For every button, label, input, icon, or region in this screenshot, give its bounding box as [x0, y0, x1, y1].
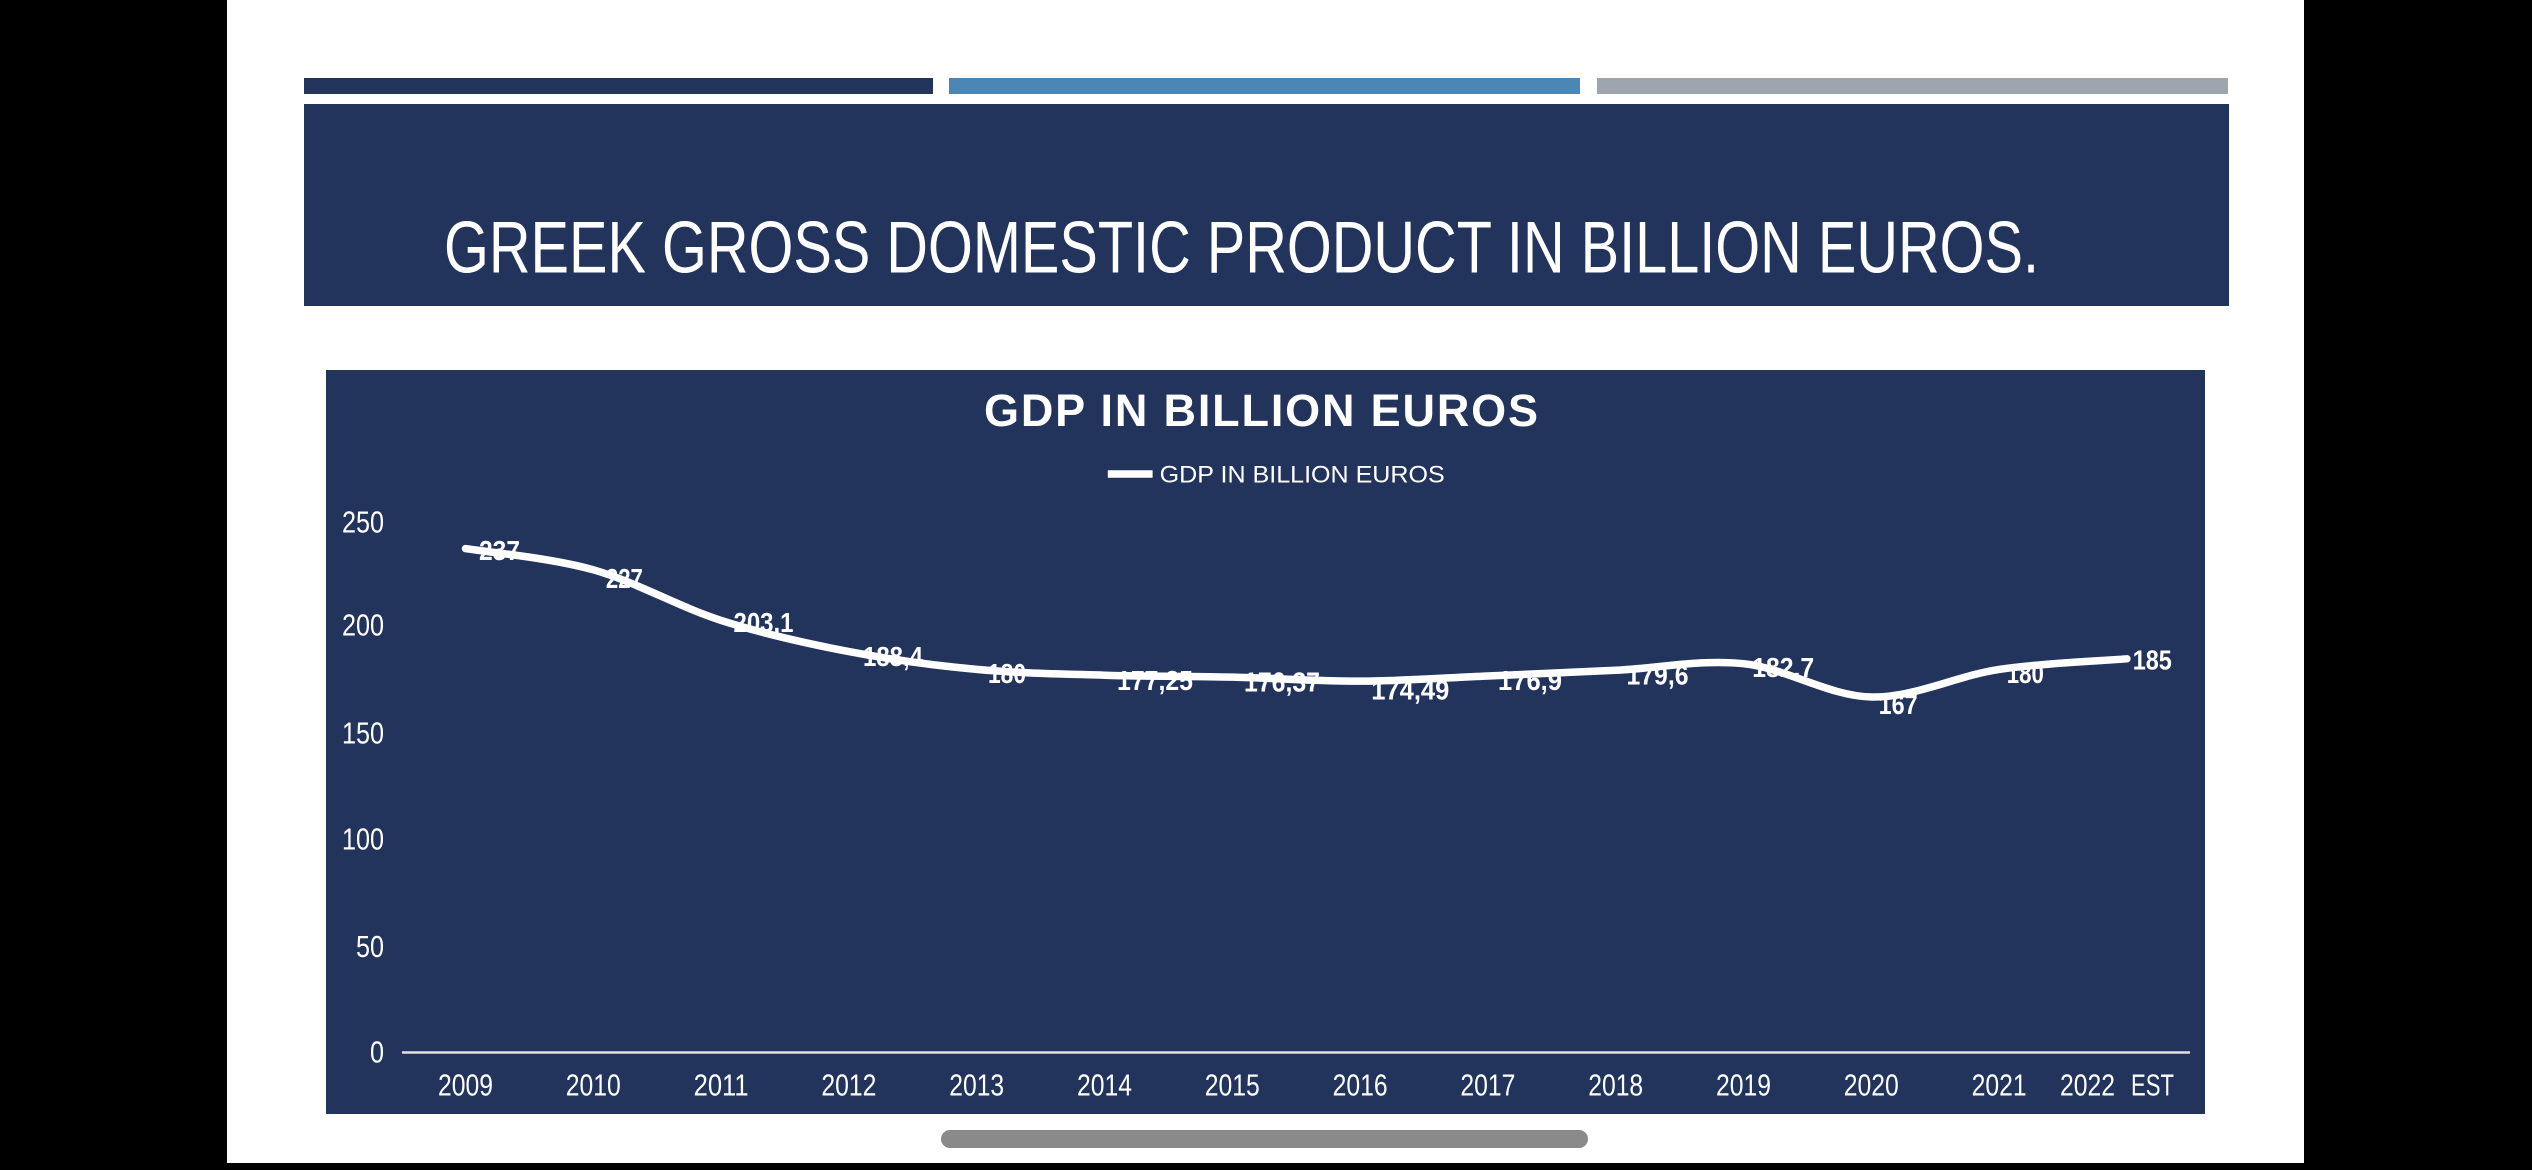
svg-text:2010: 2010 [566, 1068, 621, 1103]
svg-text:203,1: 203,1 [734, 607, 794, 638]
svg-text:180: 180 [2007, 658, 2044, 689]
svg-text:GREEK GROSS DOMESTIC PRODUCT I: GREEK GROSS DOMESTIC PRODUCT IN BILLION … [444, 208, 2039, 289]
svg-text:185: 185 [2133, 644, 2172, 675]
svg-text:188,4: 188,4 [863, 641, 923, 672]
svg-text:2009: 2009 [438, 1068, 493, 1103]
svg-text:2019: 2019 [1716, 1068, 1771, 1103]
svg-text:2021: 2021 [1972, 1068, 2027, 1103]
svg-text:2013: 2013 [949, 1068, 1004, 1103]
svg-text:176,9: 176,9 [1498, 665, 1562, 696]
svg-text:100: 100 [342, 822, 384, 857]
svg-text:150: 150 [342, 716, 384, 751]
svg-text:50: 50 [356, 929, 384, 964]
svg-text:2014: 2014 [1077, 1068, 1132, 1103]
svg-text:2016: 2016 [1333, 1068, 1388, 1103]
svg-text:177,25: 177,25 [1117, 665, 1193, 696]
svg-text:250: 250 [342, 505, 384, 540]
svg-text:2015: 2015 [1205, 1068, 1260, 1103]
svg-text:EST: EST [2131, 1068, 2174, 1103]
svg-text:2017: 2017 [1460, 1068, 1515, 1103]
svg-text:2011: 2011 [694, 1068, 749, 1103]
svg-text:2022: 2022 [2060, 1068, 2115, 1103]
svg-text:GDP IN BILLION EUROS: GDP IN BILLION EUROS [984, 385, 1538, 436]
svg-text:GDP IN BILLION EUROS: GDP IN BILLION EUROS [1160, 462, 1445, 489]
svg-text:237: 237 [479, 535, 520, 566]
svg-text:176,37: 176,37 [1244, 667, 1320, 698]
svg-text:179,6: 179,6 [1627, 659, 1689, 690]
svg-text:2018: 2018 [1588, 1068, 1643, 1103]
svg-text:2012: 2012 [821, 1068, 876, 1103]
svg-text:174,49: 174,49 [1371, 674, 1449, 705]
svg-text:182,7: 182,7 [1752, 652, 1814, 683]
svg-text:200: 200 [342, 608, 384, 643]
svg-text:167: 167 [1879, 689, 1918, 720]
svg-text:0: 0 [370, 1035, 384, 1070]
svg-text:180: 180 [988, 658, 1026, 689]
svg-text:227: 227 [606, 563, 643, 594]
svg-text:2020: 2020 [1844, 1068, 1899, 1103]
